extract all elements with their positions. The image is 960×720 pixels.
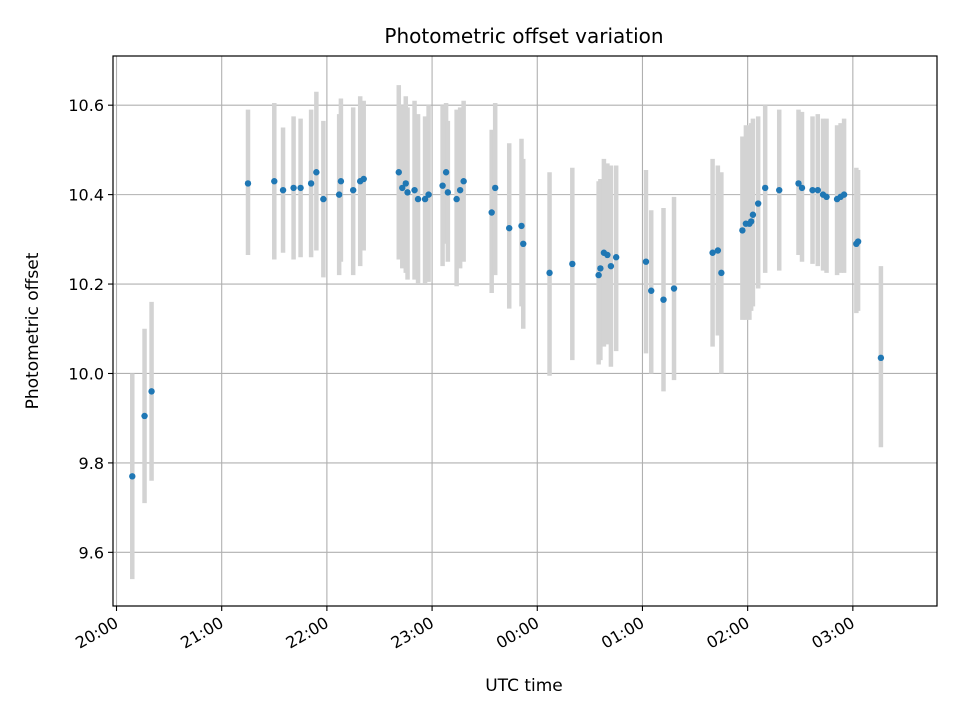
data-point	[612, 254, 620, 261]
plot-frame	[112, 55, 938, 607]
data-point	[814, 186, 821, 194]
data-point	[444, 189, 452, 196]
data-point	[402, 180, 409, 187]
data-point	[754, 200, 762, 207]
data-point	[718, 269, 725, 277]
point-layer	[129, 169, 885, 480]
data-point	[439, 182, 446, 189]
data-point	[809, 186, 816, 194]
data-point	[297, 184, 304, 192]
y-axis: 9.6 9.8 10.0 10.2 10.4 10.6	[68, 96, 113, 562]
y-axis-title: Photometric offset	[23, 252, 43, 409]
data-point	[670, 285, 678, 292]
data-point	[488, 209, 495, 216]
grid-layer	[113, 56, 937, 606]
data-point	[747, 218, 755, 225]
data-point	[506, 224, 513, 232]
data-point	[129, 473, 136, 480]
chart-title: Photometric offset variation	[384, 24, 663, 48]
data-point	[840, 191, 848, 198]
data-point	[660, 296, 667, 303]
data-point	[335, 191, 343, 198]
data-point	[491, 184, 499, 192]
data-point	[604, 251, 611, 259]
data-point	[648, 287, 655, 294]
y-tick-label: 9.8	[79, 454, 104, 473]
data-point	[823, 193, 830, 201]
data-point	[404, 189, 411, 196]
data-point	[709, 249, 716, 256]
data-point	[739, 227, 746, 234]
data-point	[798, 184, 806, 192]
data-point	[360, 175, 367, 183]
data-point	[569, 260, 576, 268]
data-point	[714, 247, 722, 254]
data-point	[320, 195, 327, 203]
data-point	[425, 191, 432, 198]
x-axis-title: UTC time	[485, 676, 563, 696]
data-point	[395, 169, 402, 176]
data-point	[877, 354, 885, 362]
data-point	[607, 262, 615, 270]
data-point	[795, 180, 802, 187]
data-point	[414, 195, 422, 203]
data-point	[349, 186, 357, 194]
data-point	[518, 222, 525, 230]
data-point	[148, 388, 155, 395]
data-point	[520, 240, 527, 248]
data-point	[442, 169, 450, 176]
data-point	[307, 180, 315, 187]
data-point	[595, 271, 602, 279]
data-point	[460, 178, 467, 185]
data-point	[642, 258, 650, 265]
data-point	[761, 184, 769, 192]
y-tick-label: 10.2	[68, 275, 104, 294]
y-tick-label: 10.6	[68, 96, 104, 115]
data-point	[421, 195, 429, 203]
data-point	[141, 412, 148, 420]
data-point	[854, 238, 862, 245]
data-point	[456, 186, 464, 194]
data-point	[546, 269, 553, 277]
data-point	[244, 180, 252, 187]
y-tick-label: 9.6	[79, 543, 104, 562]
data-point	[337, 178, 345, 185]
data-point	[453, 195, 460, 203]
data-point	[411, 186, 418, 194]
data-point	[279, 186, 287, 194]
data-point	[399, 184, 406, 192]
data-point	[776, 186, 783, 194]
y-tick-label: 10.0	[68, 364, 104, 383]
data-point	[313, 169, 320, 176]
data-point	[749, 211, 757, 218]
y-tick-label: 10.4	[68, 186, 104, 205]
data-point	[290, 184, 297, 192]
data-point	[597, 265, 604, 272]
data-point	[271, 178, 278, 185]
